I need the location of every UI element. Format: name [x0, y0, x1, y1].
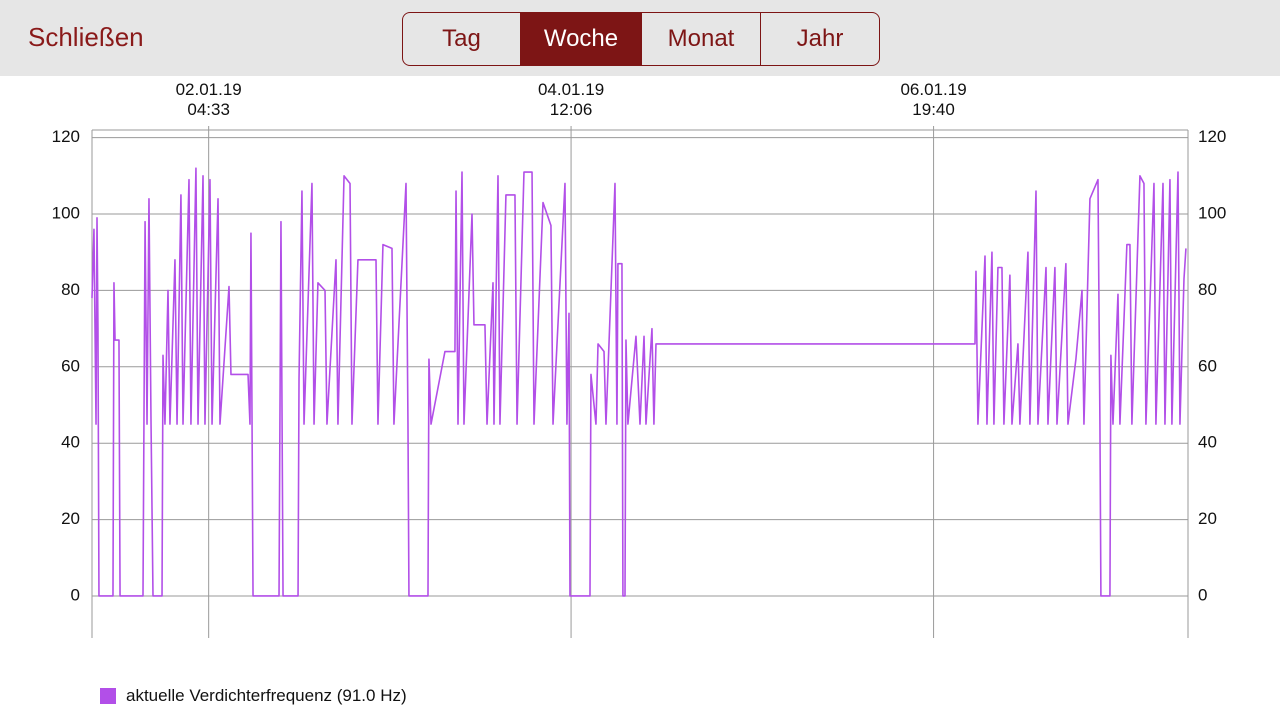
y2-tick-label: 20	[1198, 509, 1217, 528]
legend: aktuelle Verdichterfrequenz (91.0 Hz)	[100, 686, 407, 706]
y-tick-label: 100	[52, 204, 80, 223]
period-tab[interactable]: Woche	[520, 13, 641, 65]
y2-tick-label: 60	[1198, 356, 1217, 375]
y-tick-label: 80	[61, 280, 80, 299]
top-bar: Schließen Tag Woche Monat Jahr	[0, 0, 1280, 76]
y2-tick-label: 40	[1198, 433, 1217, 452]
legend-swatch	[100, 688, 116, 704]
period-selector: Tag Woche Monat Jahr	[402, 12, 880, 66]
close-button[interactable]: Schließen	[28, 22, 144, 52]
y2-tick-label: 80	[1198, 280, 1217, 299]
y-tick-label: 0	[71, 585, 80, 604]
x-tick-label: 04.01.19 12:06	[537, 80, 605, 119]
y-tick-label: 120	[52, 127, 80, 146]
x-tick-label: 06.01.19 19:40	[900, 80, 967, 119]
y-tick-label: 20	[61, 509, 80, 528]
legend-label: aktuelle Verdichterfrequenz (91.0 Hz)	[126, 686, 407, 705]
period-tab[interactable]: Monat	[641, 13, 760, 65]
data-line	[91, 167, 1187, 597]
y2-tick-label: 100	[1198, 204, 1226, 223]
period-tab[interactable]: Tag	[442, 25, 481, 52]
period-tab[interactable]: Jahr	[760, 13, 879, 65]
y-tick-label: 60	[61, 356, 80, 375]
y2-tick-label: 120	[1198, 127, 1226, 146]
y2-tick-label: 0	[1198, 585, 1207, 604]
y-tick-label: 40	[61, 433, 80, 452]
x-tick-label: 02.01.19 04:33	[175, 80, 242, 119]
